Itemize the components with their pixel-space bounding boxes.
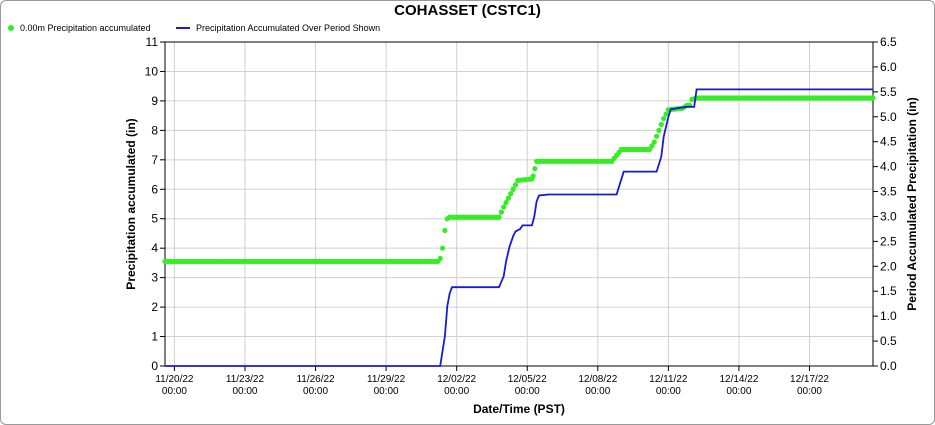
x-tick-date: 11/29/22 <box>367 374 406 385</box>
x-tick-date: 11/26/22 <box>296 374 335 385</box>
y2-tick-label: 3.0 <box>880 209 897 223</box>
plot-area <box>164 41 874 367</box>
data-point <box>661 115 667 122</box>
data-point <box>508 191 514 197</box>
data-point <box>530 173 536 179</box>
data-point <box>496 214 502 220</box>
y-tick-label: 10 <box>145 64 159 78</box>
y-tick-label: 6 <box>151 182 158 196</box>
y-tick-label: 5 <box>151 212 158 226</box>
data-point <box>439 245 446 251</box>
legend-item-period-accumulated: Precipitation Accumulated Over Period Sh… <box>176 23 380 33</box>
data-point <box>437 255 443 262</box>
y2-tick-label: 0.0 <box>880 359 897 373</box>
y2-tick-label: 5.5 <box>880 85 897 99</box>
series-period-accumulated-line <box>165 88 873 367</box>
series-precip-accumulated-markers <box>162 95 876 265</box>
y2-tick-label: 4.0 <box>880 160 897 174</box>
data-point <box>510 186 516 192</box>
x-tick-date: 12/11/22 <box>649 374 688 385</box>
x-tick-time: 00:00 <box>585 386 610 397</box>
data-point <box>658 121 664 128</box>
legend-dot-icon <box>8 25 14 31</box>
x-tick-date: 12/17/22 <box>790 374 829 385</box>
data-point <box>663 111 669 117</box>
x-tick-time: 00:00 <box>797 386 822 397</box>
data-point <box>503 199 509 206</box>
y2-tick-label: 1.5 <box>880 284 897 298</box>
data-point <box>501 204 507 210</box>
y2-tick-label: 1.0 <box>880 309 897 323</box>
data-point <box>646 146 653 153</box>
y-axis-right: 0.0 0.5 1.0 1.5 2.0 2.5 3.0 3.5 4.0 4.5 5.0 5.5 6.0 6… <box>873 35 897 373</box>
y2-axis-title: Period Accumulated Precipitation (in) <box>905 97 919 311</box>
x-tick-date: 12/14/22 <box>719 374 758 385</box>
x-tick-date: 12/05/22 <box>508 374 547 385</box>
data-point <box>442 227 448 234</box>
y-tick-label: 4 <box>151 241 158 255</box>
data-point <box>649 143 655 149</box>
x-axis: 11/20/2200:0011/23/2200:0011/26/2200:001… <box>155 366 829 397</box>
y2-tick-label: 0.5 <box>880 334 897 348</box>
x-tick-date: 11/20/22 <box>155 374 194 385</box>
x-tick-date: 11/23/22 <box>226 374 265 385</box>
y2-tick-label: 2.0 <box>880 259 897 273</box>
y-axis-left: 0 1 2 3 4 5 6 7 8 9 10 11 <box>145 35 165 373</box>
x-tick-time: 00:00 <box>656 386 681 397</box>
x-tick-time: 00:00 <box>232 386 257 397</box>
x-tick-time: 00:00 <box>374 386 399 397</box>
data-point <box>656 127 662 133</box>
x-axis-title: Date/Time (PST) <box>473 402 565 416</box>
y2-tick-label: 5.0 <box>880 110 897 124</box>
data-point <box>505 195 512 201</box>
y-tick-label: 7 <box>151 153 158 167</box>
series-layer <box>162 88 876 367</box>
chart-title: COHASSET (CSTC1) <box>394 2 541 19</box>
data-point <box>498 209 504 215</box>
y2-tick-label: 3.5 <box>880 185 897 199</box>
y2-tick-label: 2.5 <box>880 234 897 248</box>
data-point <box>654 133 660 139</box>
legend-item-precip-accumulated: 0.00m Precipitation accumulated <box>8 23 151 33</box>
data-point <box>532 166 538 172</box>
y2-tick-label: 6.0 <box>880 60 897 74</box>
x-tick-date: 12/08/22 <box>578 374 617 385</box>
legend-label-period-accumulated: Precipitation Accumulated Over Period Sh… <box>196 23 381 33</box>
y-tick-label: 8 <box>151 123 158 137</box>
y2-tick-label: 6.5 <box>880 35 897 49</box>
y-tick-label: 1 <box>151 330 158 344</box>
x-tick-time: 00:00 <box>726 386 751 397</box>
grid <box>165 41 873 367</box>
data-point <box>870 95 876 101</box>
x-tick-time: 00:00 <box>515 386 540 397</box>
legend-label-precip-accumulated: 0.00m Precipitation accumulated <box>20 23 151 33</box>
y-axis-title: Precipitation accumulated (in) <box>124 118 138 289</box>
y-tick-label: 11 <box>146 35 159 49</box>
x-tick-time: 00:00 <box>444 386 469 397</box>
x-tick-date: 12/02/22 <box>437 374 476 385</box>
x-tick-time: 00:00 <box>303 386 328 397</box>
data-point <box>512 182 519 188</box>
legend-line-icon <box>176 27 190 29</box>
y2-tick-label: 4.5 <box>880 135 897 149</box>
y-tick-label: 0 <box>151 359 158 373</box>
x-tick-time: 00:00 <box>162 386 187 397</box>
data-point <box>651 139 657 145</box>
y-tick-label: 3 <box>151 271 158 285</box>
y-tick-label: 2 <box>151 300 158 314</box>
y-tick-label: 9 <box>151 94 158 108</box>
